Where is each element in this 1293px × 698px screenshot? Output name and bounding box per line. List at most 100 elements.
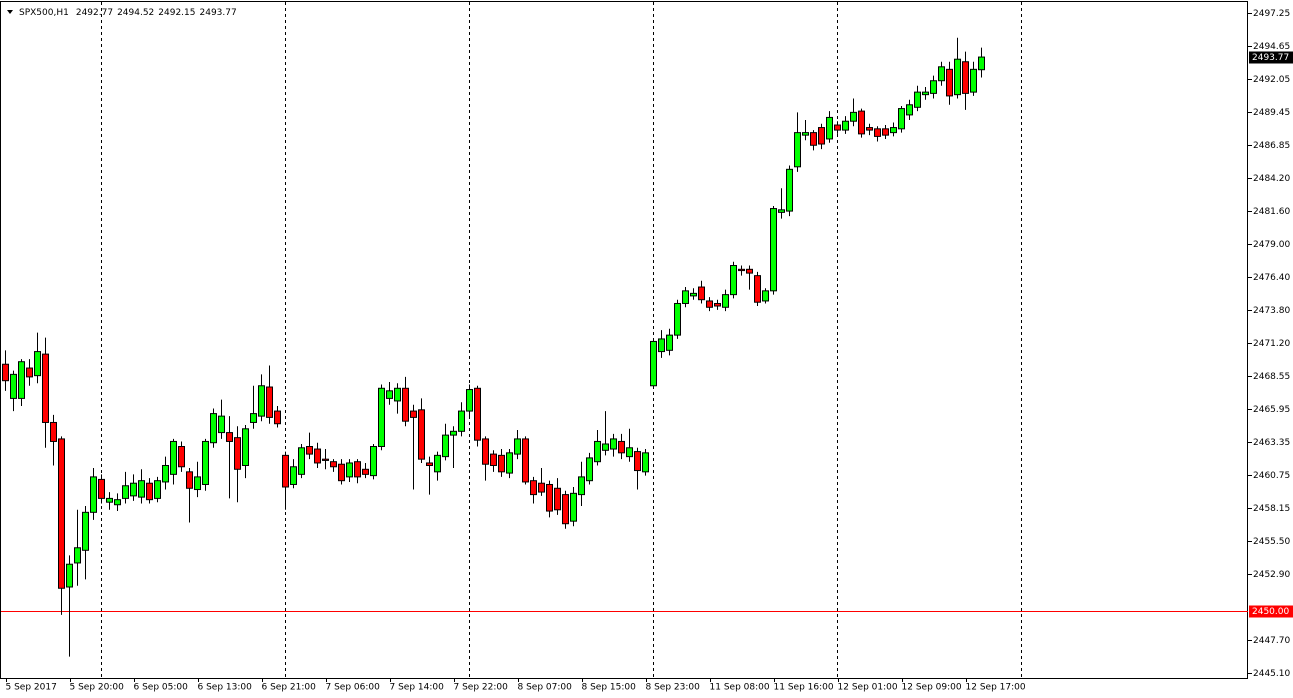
candle-body <box>10 373 17 399</box>
candle-body <box>338 463 345 482</box>
candle-body <box>546 483 553 512</box>
y-tick-label: 2468.55 <box>1253 372 1290 382</box>
candle-body <box>658 338 665 353</box>
candle-body <box>978 56 985 71</box>
candle-body <box>610 438 617 450</box>
y-tick-label: 2460.75 <box>1253 471 1290 481</box>
candle-body <box>642 452 649 473</box>
candle-body <box>522 438 529 483</box>
candle-body <box>738 268 745 272</box>
candle-body <box>98 478 105 499</box>
candle-body <box>650 340 657 387</box>
x-tick-label: 11 Sep 16:00 <box>774 683 834 693</box>
candle-body <box>930 80 937 94</box>
x-tick-label: 6 Sep 05:00 <box>134 683 189 693</box>
candle-body <box>802 132 809 136</box>
header-low: 2492.15 <box>158 8 195 18</box>
candle-body <box>490 453 497 466</box>
candle-body <box>578 476 585 496</box>
candle-body <box>722 294 729 308</box>
candle-body <box>322 458 329 461</box>
candle-body <box>506 452 513 474</box>
y-tick-label: 2458.15 <box>1253 504 1290 514</box>
header-close: 2493.77 <box>200 8 237 18</box>
x-tick-label: 6 Sep 21:00 <box>262 683 317 693</box>
candle-body <box>178 446 185 468</box>
x-tick-label: 6 Sep 13:00 <box>198 683 253 693</box>
candle-body <box>954 58 961 96</box>
plot-frame <box>0 1 1248 679</box>
candle-body <box>90 476 97 513</box>
candle-body <box>818 127 825 145</box>
candle-body <box>514 438 521 455</box>
candle-body <box>314 448 321 464</box>
price-label-box <box>1249 51 1293 64</box>
header-high: 2494.52 <box>117 8 154 18</box>
candle-body <box>138 480 145 498</box>
candle-body <box>594 440 601 463</box>
y-tick-label: 2473.80 <box>1253 306 1290 316</box>
candle-body <box>186 471 193 489</box>
x-tick-label: 7 Sep 22:00 <box>454 683 509 693</box>
candle-body <box>730 265 737 296</box>
candle-body <box>202 440 209 485</box>
candle-body <box>890 127 897 134</box>
candle-body <box>426 462 433 466</box>
candle-body <box>530 480 537 496</box>
candle-body <box>842 120 849 131</box>
candle-body <box>618 440 625 454</box>
candle-body <box>42 353 49 423</box>
y-tick-label: 2455.50 <box>1253 537 1290 547</box>
candle-body <box>586 457 593 482</box>
y-tick-label: 2452.90 <box>1253 570 1290 580</box>
x-tick-label: 5 Sep 20:00 <box>70 683 125 693</box>
candle-body <box>354 461 361 478</box>
candle-body <box>170 440 177 475</box>
candle-body <box>698 286 705 301</box>
candle-body <box>250 413 257 423</box>
candle-body <box>362 468 369 475</box>
level-label: 2450.00 <box>1252 607 1289 617</box>
candle-body <box>18 361 25 399</box>
candle-body <box>858 110 865 135</box>
candle-body <box>434 454 441 473</box>
candle-body <box>474 387 481 441</box>
candle-body <box>66 563 73 588</box>
candle-body <box>554 487 561 511</box>
candle-body <box>154 480 161 499</box>
symbol: SPX500,H1 <box>19 8 69 18</box>
candle-body <box>74 547 81 564</box>
candle-body <box>754 275 761 303</box>
candle-body <box>866 127 873 131</box>
y-tick-label: 2479.00 <box>1253 240 1290 250</box>
candle-body <box>210 413 217 444</box>
candle-body <box>226 432 233 442</box>
candle-body <box>882 128 889 136</box>
candle-body <box>386 390 393 399</box>
candle-body <box>786 168 793 212</box>
candle-body <box>570 492 577 522</box>
x-tick-label: 5 Sep 2017 <box>6 683 57 693</box>
chart-header: SPX500,H1 2492.77 2494.52 2492.15 2493.77 <box>19 8 237 18</box>
candle-body <box>762 290 769 302</box>
candle-body <box>306 446 313 455</box>
y-tick-label: 2481.60 <box>1253 207 1290 217</box>
candle-body <box>850 111 857 122</box>
menu-arrow[interactable] <box>7 10 13 14</box>
candle-body <box>410 410 417 418</box>
candle-body <box>114 499 121 506</box>
candle-body <box>2 363 9 382</box>
x-tick-label: 7 Sep 14:00 <box>390 683 445 693</box>
candle-body <box>778 209 785 213</box>
candle-body <box>794 132 801 168</box>
candle-body <box>290 466 297 485</box>
candle-body <box>442 434 449 458</box>
x-tick-label: 8 Sep 23:00 <box>646 683 701 693</box>
candle-body <box>130 482 137 497</box>
x-tick-label: 8 Sep 15:00 <box>582 683 637 693</box>
candle-body <box>602 443 609 451</box>
y-tick-label: 2494.65 <box>1253 42 1290 52</box>
candle-body <box>458 410 465 432</box>
candle-body <box>162 464 169 483</box>
